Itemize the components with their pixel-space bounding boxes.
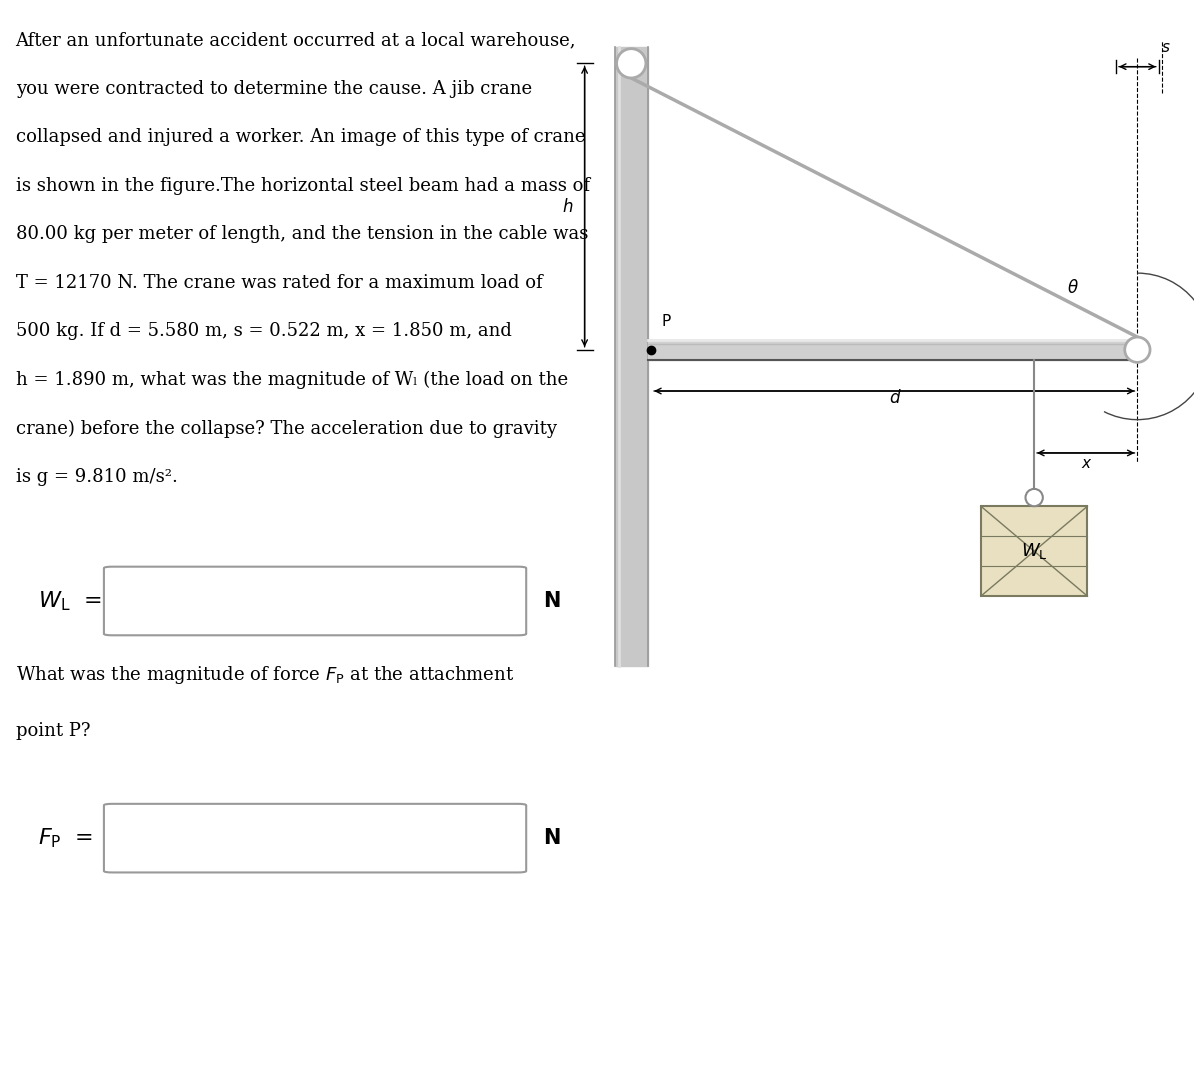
Text: x: x: [1081, 456, 1091, 471]
FancyBboxPatch shape: [104, 567, 527, 635]
Text: h: h: [562, 197, 572, 216]
Text: After an unfortunate accident occurred at a local warehouse,: After an unfortunate accident occurred a…: [16, 31, 576, 50]
FancyBboxPatch shape: [104, 804, 527, 872]
Text: point P?: point P?: [16, 722, 90, 740]
Bar: [980, 507, 1087, 596]
Text: s: s: [1162, 40, 1170, 55]
Text: P: P: [661, 315, 671, 330]
Text: collapsed and injured a worker. An image of this type of crane: collapsed and injured a worker. An image…: [16, 128, 586, 147]
Text: d: d: [889, 389, 900, 407]
Text: 80.00 kg per meter of length, and the tension in the cable was: 80.00 kg per meter of length, and the te…: [16, 225, 588, 244]
Text: is g = 9.810 m/s².: is g = 9.810 m/s².: [16, 468, 178, 486]
Text: N: N: [542, 828, 560, 848]
Text: you were contracted to determine the cause. A jib crane: you were contracted to determine the cau…: [16, 80, 532, 98]
Text: is shown in the figure.The horizontal steel beam had a mass of: is shown in the figure.The horizontal st…: [16, 177, 589, 195]
Circle shape: [1026, 489, 1043, 507]
Text: $F_{\rm P}$  =: $F_{\rm P}$ =: [37, 827, 92, 849]
Text: $\theta$: $\theta$: [1068, 279, 1079, 298]
Text: T = 12170 N. The crane was rated for a maximum load of: T = 12170 N. The crane was rated for a m…: [16, 274, 542, 292]
Bar: [614, 46, 648, 666]
Text: crane) before the collapse? The acceleration due to gravity: crane) before the collapse? The accelera…: [16, 419, 557, 438]
Bar: [648, 340, 1138, 360]
Circle shape: [617, 49, 646, 78]
Text: $W_{\rm L}$  =: $W_{\rm L}$ =: [37, 590, 101, 612]
Text: N: N: [542, 591, 560, 611]
Text: 500 kg. If d = 5.580 m, s = 0.522 m, x = 1.850 m, and: 500 kg. If d = 5.580 m, s = 0.522 m, x =…: [16, 322, 511, 341]
Circle shape: [1124, 337, 1150, 362]
Text: What was the magnitude of force $F_{\rm P}$ at the attachment: What was the magnitude of force $F_{\rm …: [16, 664, 514, 686]
Text: h = 1.890 m, what was the magnitude of Wₗ (the load on the: h = 1.890 m, what was the magnitude of W…: [16, 371, 568, 389]
Text: $W_{\rm L}$: $W_{\rm L}$: [1021, 541, 1048, 562]
